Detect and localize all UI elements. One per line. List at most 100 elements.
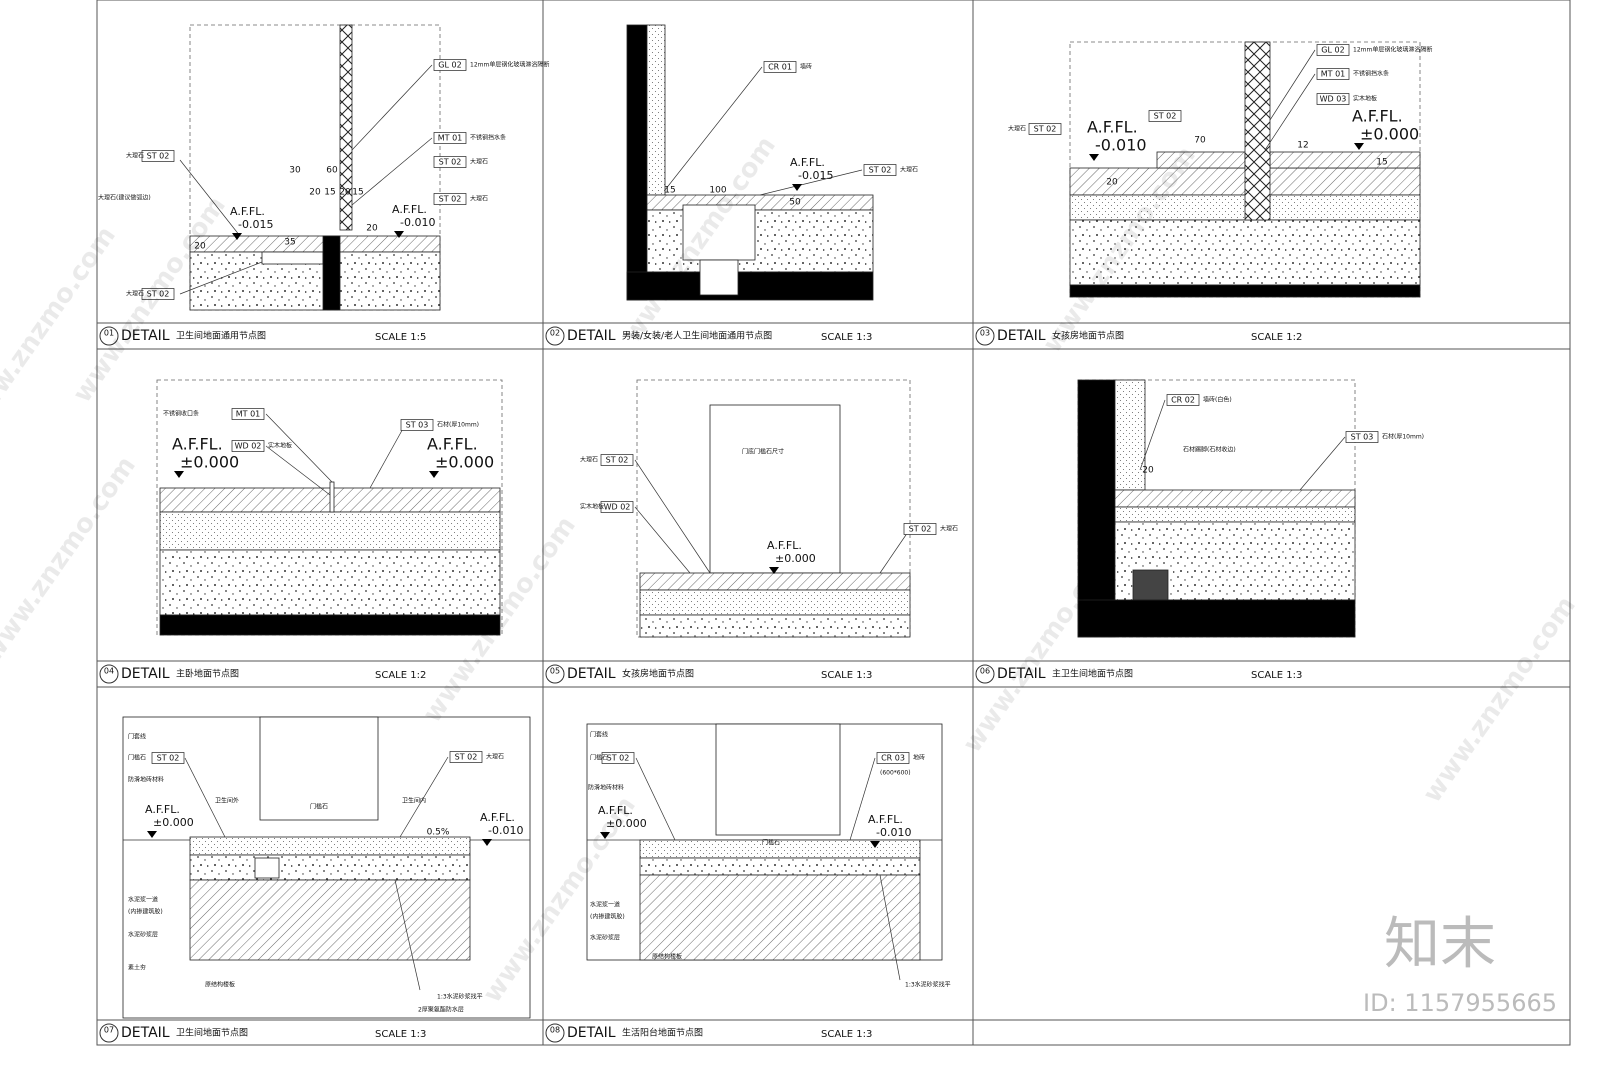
material-note: 不锈钢挡水条 (470, 134, 506, 142)
layer (329, 481, 335, 513)
level-label: A.F.FL. (172, 435, 223, 454)
leader-line (1269, 49, 1316, 121)
material-tag: ST 02 (1034, 125, 1057, 134)
material-tag: MT 01 (236, 410, 261, 419)
material-note: 实木地板 (580, 503, 604, 511)
detail-scale: SCALE 1:3 (821, 670, 872, 681)
detail-scale: SCALE 1:2 (1251, 332, 1302, 343)
material-tag: ST 02 (147, 290, 170, 299)
leader-line (351, 137, 433, 206)
detail-label: DETAIL (567, 1025, 616, 1041)
detail-title: 卫生间地面节点图 (176, 1027, 248, 1039)
material-tag: ST 02 (147, 152, 170, 161)
dimension: 20 (339, 188, 351, 198)
material-tag-box (433, 59, 467, 71)
layer (639, 874, 921, 961)
watermark-brand: 知末 (1384, 912, 1496, 977)
detail-number: 01 (104, 329, 114, 338)
layer (1269, 151, 1421, 169)
level-value: -0.015 (798, 169, 833, 182)
leader-line (399, 756, 449, 838)
material-tag: WD 02 (235, 442, 262, 451)
watermark-id: ID: 1157955665 (1363, 989, 1557, 1017)
detail-title: 卫生间地面通用节点图 (176, 330, 266, 342)
layer (261, 251, 324, 265)
dimension: 20 (1106, 178, 1118, 188)
layer (339, 24, 353, 231)
level-value: -0.010 (400, 216, 435, 229)
material-note: 水泥浆一道 (128, 896, 158, 904)
material-tag-box (151, 752, 185, 764)
level-label: A.F.FL. (392, 203, 427, 216)
material-note: 不锈钢挡水条 (1353, 70, 1389, 78)
material-note: 大理石(建议做弧边) (98, 194, 151, 202)
dimension: 15 (1376, 158, 1387, 168)
detail-number: 04 (104, 667, 114, 676)
material-note: 墙砖(白色) (1203, 396, 1232, 404)
material-tag-box (433, 193, 467, 205)
level-marker (147, 831, 157, 838)
layer (322, 235, 341, 311)
material-tag: WD 02 (604, 503, 631, 512)
material-note: 实木地板 (268, 442, 292, 450)
level-value: ±0.000 (775, 552, 816, 565)
leader-line (351, 64, 433, 151)
detail-label: DETAIL (567, 328, 616, 344)
material-note: 防滑地砖材料 (128, 776, 164, 784)
layer (639, 614, 911, 638)
material-note: 大理石 (126, 152, 144, 160)
leader-line (179, 261, 263, 295)
detail-number: 06 (980, 667, 990, 676)
layer (646, 24, 666, 196)
detail-label: DETAIL (997, 666, 1046, 682)
outer-frame (96, 0, 1571, 1046)
detail-scale: SCALE 1:3 (1251, 670, 1302, 681)
layer (1114, 379, 1146, 491)
dimension: 50 (789, 198, 801, 208)
level-marker (870, 841, 880, 848)
material-note: 地砖 (913, 754, 925, 762)
level-value: -0.015 (238, 218, 273, 231)
material-tag-box (1345, 431, 1379, 443)
material-tag-box (1166, 394, 1200, 406)
level-marker (769, 567, 779, 574)
dimension: 35 (284, 238, 295, 248)
layer (189, 879, 471, 961)
material-tag-box (141, 288, 175, 300)
material-note: 素土夯 (128, 964, 146, 972)
material-note: 门槛石 (762, 839, 780, 847)
material-note: 大理石 (486, 753, 504, 761)
material-note: 大理石 (470, 195, 488, 203)
level-label: A.F.FL. (598, 804, 633, 817)
leader-line (369, 424, 406, 489)
leader-line (664, 66, 763, 191)
detail-scale: SCALE 1:5 (375, 332, 426, 343)
material-tag: ST 03 (406, 421, 429, 430)
level-label: A.F.FL. (230, 205, 265, 218)
material-tag: ST 02 (439, 158, 462, 167)
dimension: 20 (1142, 466, 1154, 476)
material-note: 石材(厚10mm) (437, 421, 479, 429)
detail-badge (99, 664, 119, 684)
detail-badge (975, 664, 995, 684)
material-tag: CR 03 (881, 754, 905, 763)
material-tag-box (231, 408, 265, 420)
material-note: 石材踢脚(石材收边) (1183, 446, 1236, 454)
material-tag-box (601, 752, 635, 764)
material-tag-box (400, 419, 434, 431)
material-tag: CR 02 (1171, 396, 1195, 405)
material-tag: ST 02 (909, 525, 932, 534)
material-tag-box (1316, 68, 1350, 80)
material-tag: ST 02 (1154, 112, 1177, 121)
material-tag: CR 01 (768, 63, 792, 72)
material-tag-box (1148, 110, 1182, 122)
leader-line (634, 506, 691, 574)
leader-line (1299, 436, 1346, 491)
material-note: 墙砖 (800, 63, 812, 71)
material-note: 不锈钢收口条 (163, 410, 199, 418)
level-marker (1089, 154, 1099, 161)
detail-title: 主卧地面节点图 (176, 668, 239, 680)
dimension: 30 (289, 166, 301, 176)
layer (189, 854, 471, 881)
leader-line (265, 445, 331, 496)
